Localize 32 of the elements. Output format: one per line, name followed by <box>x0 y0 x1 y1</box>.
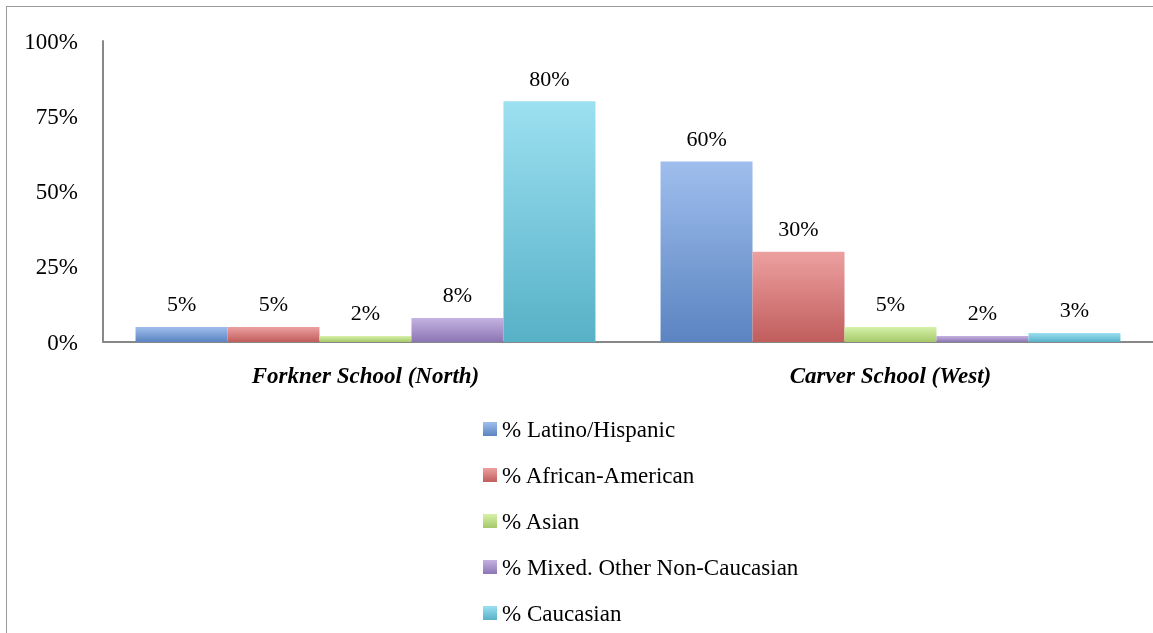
bar <box>844 326 937 342</box>
bar <box>660 161 753 342</box>
data-label: 60% <box>686 125 727 151</box>
bar <box>503 101 596 342</box>
data-label: 8% <box>442 282 473 308</box>
legend-label: % Caucasian <box>502 600 622 626</box>
bar <box>227 326 320 342</box>
bar <box>319 335 412 342</box>
y-tick-label: 0% <box>47 329 78 355</box>
y-tick-label: 100% <box>24 28 78 54</box>
data-label: 80% <box>529 65 570 91</box>
x-tick-label: Carver School (West) <box>789 363 992 388</box>
data-label: 5% <box>875 291 906 317</box>
legend-label: % African-American <box>502 462 695 488</box>
data-label: 3% <box>1059 297 1090 323</box>
y-tick-label: 25% <box>35 254 78 280</box>
data-label: 2% <box>350 300 381 326</box>
bar <box>135 326 228 342</box>
data-label: 2% <box>967 300 998 326</box>
bar <box>936 335 1029 342</box>
legend-label: % Mixed. Other Non-Caucasian <box>502 554 799 580</box>
bar <box>752 251 845 342</box>
data-label: 30% <box>778 216 819 242</box>
legend-label: % Asian <box>502 508 580 534</box>
x-tick-label: Forkner School (North) <box>250 363 480 388</box>
bar <box>411 317 504 342</box>
y-tick-label: 50% <box>35 179 78 204</box>
y-tick-label: 75% <box>35 103 78 129</box>
data-label: 5% <box>258 291 289 317</box>
data-label: 5% <box>166 291 197 317</box>
bar <box>1028 332 1121 342</box>
legend-label: % Latino/Hispanic <box>502 416 676 442</box>
